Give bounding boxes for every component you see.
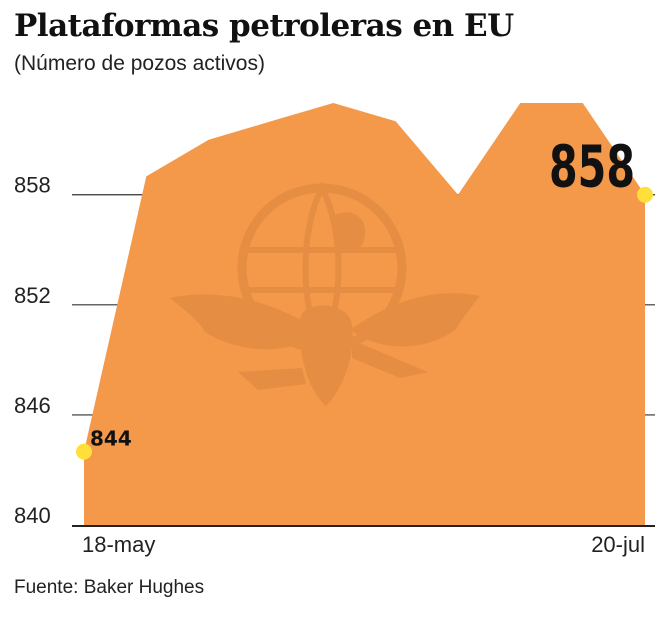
end-point-marker bbox=[637, 186, 653, 203]
x-tick-label: 18-may bbox=[82, 532, 155, 557]
end-value-label: 858 bbox=[549, 133, 635, 201]
start-value-label: 844 bbox=[90, 427, 132, 451]
start-point-marker bbox=[76, 443, 92, 460]
area-series bbox=[84, 103, 645, 525]
chart-title: Plataformas petroleras en EU bbox=[14, 8, 514, 44]
x-axis-ticks: 18-may 20-jul bbox=[82, 532, 645, 557]
eagle-globe-watermark bbox=[170, 181, 480, 406]
source-note: Fuente: Baker Hughes bbox=[14, 577, 205, 598]
x-tick-label: 20-jul bbox=[591, 532, 645, 557]
y-tick-label: 846 bbox=[14, 393, 51, 418]
y-tick-label: 858 bbox=[14, 173, 51, 198]
y-tick-label: 840 bbox=[14, 503, 51, 528]
y-tick-label: 852 bbox=[14, 283, 51, 308]
y-axis-ticks: 840 846 852 858 bbox=[14, 173, 51, 528]
chart-subtitle: (Número de pozos activos) bbox=[14, 52, 265, 75]
